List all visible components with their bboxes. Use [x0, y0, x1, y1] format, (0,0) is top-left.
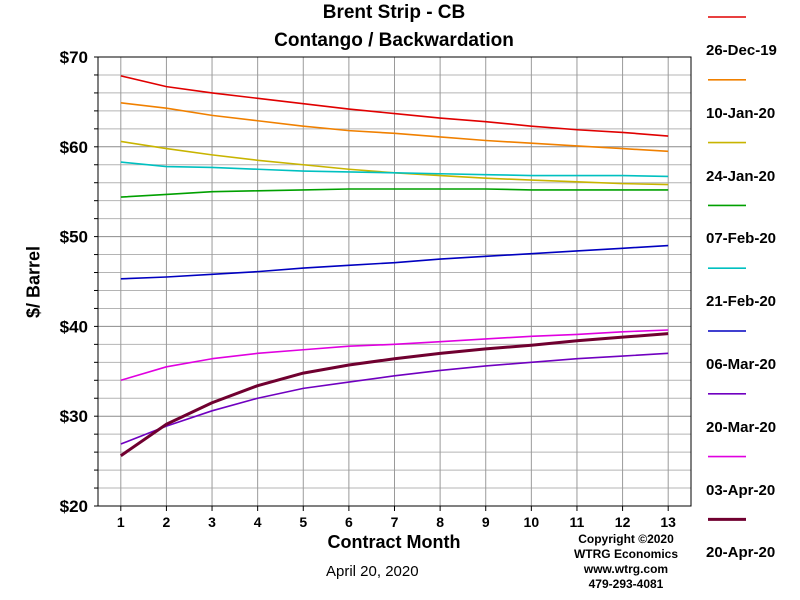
x-tick-label: 1 [117, 514, 125, 530]
series-line [120, 161, 669, 178]
copyright-block: Copyright ©2020 WTRG Economics www.wtrg.… [560, 532, 692, 592]
chart-title: Brent Strip - CB [322, 2, 466, 23]
x-tick-label: 4 [254, 514, 262, 530]
x-tick-label: 13 [660, 514, 676, 530]
y-tick-label: $60 [60, 138, 88, 157]
x-tick-labels: 1 2 3 4 5 6 7 8 9 10 11 12 13 [117, 514, 676, 530]
y-axis-label: $/ Barrel [23, 245, 44, 319]
legend-label: 06-Mar-20 [706, 356, 777, 373]
copyright-text: Copyright ©2020 [578, 532, 674, 546]
x-tick-label: 9 [482, 514, 490, 530]
series-line [120, 329, 669, 382]
legend-label: 21-Feb-20 [706, 293, 777, 311]
y-tick-label: $40 [60, 317, 88, 336]
website: www.wtrg.com [583, 562, 669, 576]
chart-subtitle: Contango / Backwardation [274, 30, 514, 51]
legend-label: 03-Apr-20 [706, 481, 776, 499]
phone: 479-293-4081 [588, 577, 664, 591]
series-line [120, 102, 669, 153]
x-tick-label: 5 [299, 514, 307, 530]
legend-label: 26-Dec-19 [706, 42, 777, 59]
x-tick-label: 12 [615, 514, 631, 530]
legend-label: 24-Jan-20 [706, 167, 776, 185]
x-tick-label: 7 [391, 514, 399, 530]
date-note: April 20, 2020 [326, 563, 419, 580]
legend-label: 20-Mar-20 [706, 418, 777, 436]
x-tick-label: 11 [570, 514, 585, 530]
company-name: WTRG Economics [573, 547, 678, 561]
legend-label: 10-Jan-20 [706, 104, 776, 122]
x-tick-label: 2 [163, 514, 171, 530]
series-lines [119, 75, 669, 457]
y-tick-label: $70 [60, 48, 88, 67]
y-tick-label: $20 [60, 497, 88, 516]
y-tick-label: $50 [60, 228, 88, 247]
x-tick-label: 6 [345, 514, 353, 530]
series-line [120, 75, 669, 137]
series-line [120, 352, 669, 445]
plot-frame [97, 56, 692, 507]
series-line [120, 244, 669, 280]
y-tick-label: $30 [60, 407, 88, 426]
series-line [120, 188, 669, 198]
y-tick-labels: $20 $30 $40 $50 $60 $70 [60, 48, 88, 516]
major-gridlines [94, 56, 691, 511]
legend-label: 07-Feb-20 [706, 230, 777, 248]
x-tick-label: 8 [436, 514, 444, 530]
legend-swatches [708, 16, 746, 521]
x-axis-label: Contract Month [327, 532, 461, 552]
legend-label: 20-Apr-20 [706, 544, 776, 562]
series-line [119, 332, 669, 457]
x-tick-label: 10 [524, 514, 540, 530]
minor-gridlines [98, 57, 691, 506]
x-tick-label: 3 [208, 514, 216, 530]
